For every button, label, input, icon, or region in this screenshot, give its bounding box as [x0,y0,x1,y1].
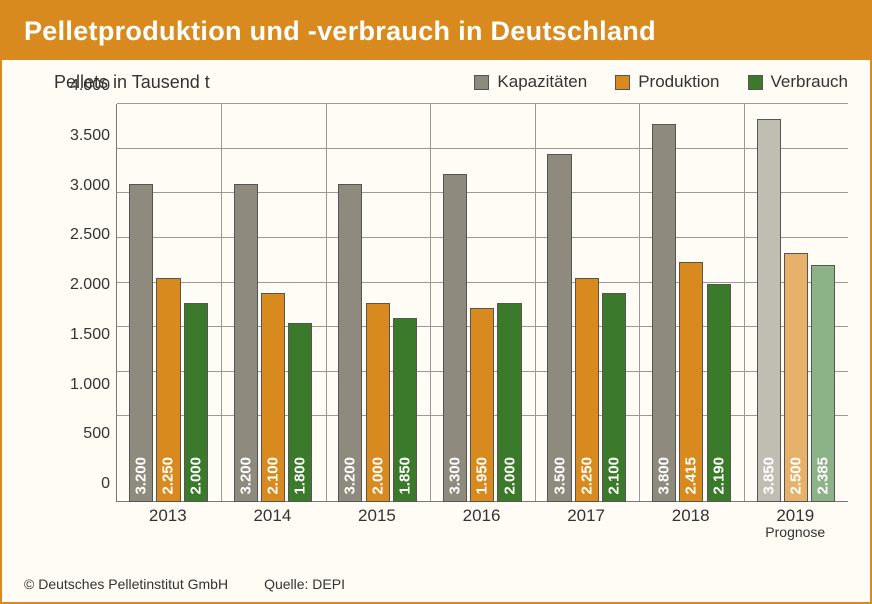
x-category: 2019Prognose [743,502,848,542]
x-category: 2016 [430,502,535,542]
bar-value-label: 2.250 [578,457,595,495]
legend-row: Pellets in Tausend t Kapazitäten Produkti… [2,60,870,104]
bar-value-label: 3.850 [760,457,777,495]
bar-value-label: 2.500 [787,457,804,495]
source-text: Quelle: DEPI [264,576,345,592]
bar-value-label: 1.850 [396,457,413,495]
bar-kapazitäten: 3.200 [129,184,153,502]
ytick-label: 4.000 [70,77,110,95]
bar-kapazitäten: 3.500 [547,154,571,502]
ytick-label: 1.000 [70,376,110,394]
x-category: 2015 [325,502,430,542]
bar-produktion: 2.415 [679,262,703,502]
legend-swatch [748,75,763,90]
bar-verbrauch: 1.850 [393,318,417,502]
plot-area: 3.200 2.250 2.000 3.200 2.100 1.800 3.200 2.000… [54,104,848,542]
bar-value-label: 3.200 [342,457,359,495]
bar-verbrauch: 2.385 [811,265,835,502]
bar-kapazitäten: 3.850 [757,119,781,502]
bar-produktion: 2.250 [156,278,180,502]
bar-group: 3.850 2.500 2.385 [743,104,848,502]
bar-kapazitäten: 3.800 [652,124,676,502]
bar-value-label: 3.200 [237,457,254,495]
copyright-text: © Deutsches Pelletinstitut GmbH [24,576,228,592]
bar-value-label: 2.000 [187,457,204,495]
bar-value-label: 2.000 [369,457,386,495]
bar-verbrauch: 2.000 [497,303,521,502]
bar-kapazitäten: 3.300 [443,174,467,502]
bar-produktion: 2.000 [366,303,390,502]
bar-group: 3.200 2.000 1.850 [325,104,430,502]
x-label: 2014 [221,506,325,526]
x-category: 2017 [534,502,639,542]
legend-swatch [474,75,489,90]
legend-label: Verbrauch [771,72,849,92]
x-sublabel: Prognose [743,524,847,540]
footer: © Deutsches Pelletinstitut GmbH Quelle: … [24,576,345,592]
bars-area: 3.200 2.250 2.000 3.200 2.100 1.800 3.200 2.000… [116,104,848,502]
bar-value-label: 3.500 [551,457,568,495]
bar-value-label: 2.100 [606,457,623,495]
bar-produktion: 2.500 [784,253,808,502]
y-axis-title: Pellets in Tausend t [54,72,474,93]
ytick-label: 3.000 [70,177,110,195]
ytick-label: 2.500 [70,226,110,244]
bar-group: 3.200 2.250 2.000 [116,104,221,502]
x-category: 2013 [116,502,221,542]
bar-value-label: 2.100 [265,457,282,495]
bar-kapazitäten: 3.200 [338,184,362,502]
bar-verbrauch: 2.000 [184,303,208,502]
legend-swatch [615,75,630,90]
bar-produktion: 1.950 [470,308,494,502]
bar-value-label: 1.800 [292,457,309,495]
bar-verbrauch: 1.800 [288,323,312,502]
x-label: 2017 [534,506,638,526]
ytick-label: 2.000 [70,276,110,294]
legend-item: Verbrauch [748,72,849,92]
x-axis: 2013201420152016201720182019Prognose [116,502,848,542]
ytick-label: 0 [101,475,110,493]
bar-value-label: 2.190 [710,457,727,495]
legend-label: Produktion [638,72,719,92]
x-label: 2019 [743,506,847,526]
bar-verbrauch: 2.190 [707,284,731,502]
bar-value-label: 2.415 [683,457,700,495]
bar-group: 3.300 1.950 2.000 [430,104,535,502]
bar-value-label: 2.000 [501,457,518,495]
bar-value-label: 1.950 [474,457,491,495]
bar-group: 3.800 2.415 2.190 [639,104,744,502]
ytick-label: 1.500 [70,326,110,344]
bar-value-label: 2.385 [815,457,832,495]
legend-item: Kapazitäten [474,72,587,92]
x-category: 2018 [639,502,744,542]
legend: Kapazitäten Produktion Verbrauch [474,72,848,92]
bar-group: 3.500 2.250 2.100 [534,104,639,502]
bar-value-label: 3.200 [133,457,150,495]
bar-kapazitäten: 3.200 [234,184,258,502]
legend-item: Produktion [615,72,719,92]
ytick-label: 3.500 [70,127,110,145]
chart-container: Pelletproduktion und -verbrauch in Deuts… [0,0,872,604]
bar-produktion: 2.250 [575,278,599,502]
bar-produktion: 2.100 [261,293,285,502]
ytick-label: 500 [83,425,110,443]
x-label: 2018 [639,506,743,526]
x-label: 2016 [430,506,534,526]
chart-title: Pelletproduktion und -verbrauch in Deuts… [24,16,656,47]
x-label: 2015 [325,506,429,526]
x-category: 2014 [221,502,326,542]
bar-value-label: 3.300 [446,457,463,495]
legend-label: Kapazitäten [497,72,587,92]
bar-value-label: 3.800 [656,457,673,495]
bar-group: 3.200 2.100 1.800 [221,104,326,502]
bar-verbrauch: 2.100 [602,293,626,502]
x-label: 2013 [116,506,220,526]
chart-header: Pelletproduktion und -verbrauch in Deuts… [2,2,870,60]
bar-value-label: 2.250 [160,457,177,495]
